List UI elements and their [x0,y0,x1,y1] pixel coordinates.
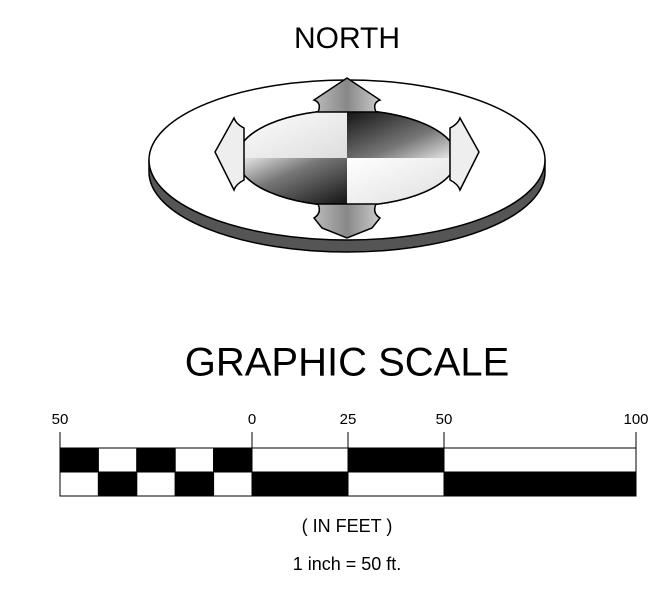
scale-bar [59,432,637,497]
scale-tick-label: 25 [340,411,357,428]
scale-units: ( IN FEET ) [302,516,393,536]
compass [148,77,546,253]
scale-tick-label: 50 [436,411,453,428]
scale-title: GRAPHIC SCALE [185,341,510,385]
scale-tick-label: 50 [52,411,69,428]
north-label: NORTH [294,22,400,55]
scale-ratio: 1 inch = 50 ft. [293,554,402,574]
scale-tick-label: 100 [623,411,648,428]
scale-tick-label: 0 [248,411,256,428]
